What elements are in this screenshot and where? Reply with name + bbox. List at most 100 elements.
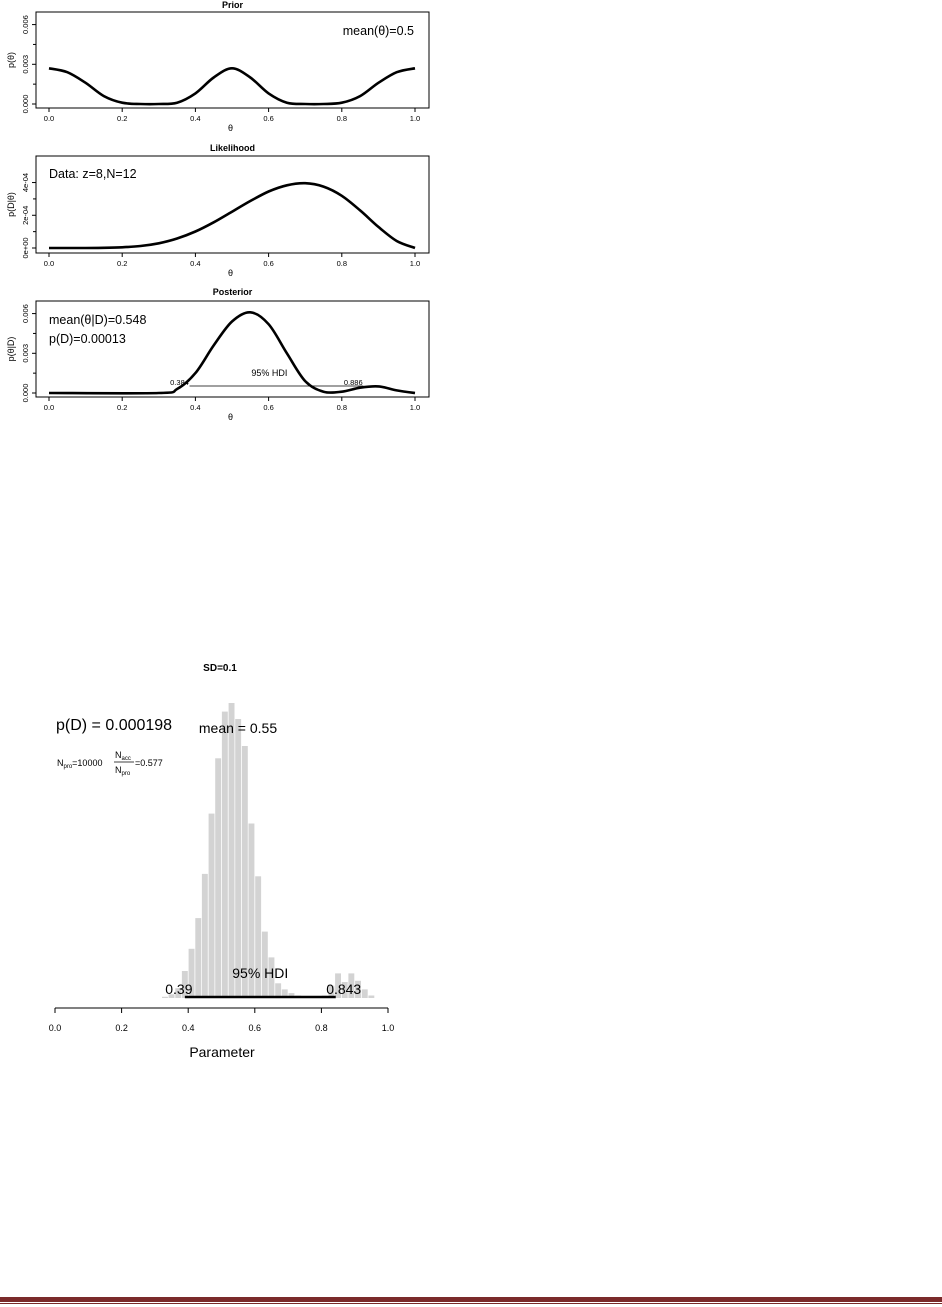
- histogram-bar: [288, 993, 295, 998]
- histogram-bar: [348, 973, 355, 998]
- panel-likelihood: Likelihood 0.0 0.2 0.4 0.6 0.8 1.0 θ 0e+00 2e-04 4…: [6, 143, 430, 278]
- y-tick-label: 0.000: [21, 95, 30, 114]
- x-tick-label: 0.8: [337, 259, 347, 268]
- histogram-bar: [328, 985, 335, 998]
- x-tick-label: 0.2: [117, 403, 127, 412]
- plot-frame: [35, 11, 430, 109]
- y-tick-label: 0.003: [21, 344, 30, 363]
- mean-annotation: mean = 0.55: [199, 720, 277, 736]
- panel-annotation: Data: z=8,N=12: [49, 167, 137, 181]
- npro-annotation: Npro=10000: [57, 758, 102, 770]
- histogram-bar: [255, 876, 262, 998]
- fraction-numerator: Nacc: [115, 750, 131, 762]
- panel-posterior: Posterior 0.0 0.2 0.4 0.6 0.8 1.0 θ 0.000 0.003 0.…: [6, 287, 430, 422]
- footer-line: [0, 1303, 942, 1304]
- x-tick-label: 0.8: [315, 1023, 328, 1033]
- hdi-low-label: 0.384: [170, 378, 189, 387]
- x-axis-label: θ: [228, 268, 233, 278]
- density-curve: [49, 181, 416, 250]
- panel-histogram: SD=0.1 95% HDI 0.39 0.843 0.0 0.2 0.4 0.6 0.8 1.0…: [49, 663, 395, 1060]
- hdi-label: 95% HDI: [251, 368, 287, 378]
- y-tick-label: 0.000: [21, 384, 30, 403]
- histogram-bar: [355, 980, 361, 998]
- x-tick-label: 0.0: [49, 1023, 62, 1033]
- x-tick-label: 0.6: [263, 259, 273, 268]
- y-tick-label: 2e-04: [21, 206, 30, 225]
- histogram-bar: [261, 931, 268, 998]
- panel-prior: Prior 0.0 0.2 0.4 0.6 0.8 1.0 θ 0.000 0.003 0.006 p…: [6, 0, 430, 133]
- chart-title: Likelihood: [210, 143, 255, 153]
- x-tick-label: 1.0: [410, 259, 420, 268]
- pd-annotation: p(D) = 0.000198: [56, 717, 172, 734]
- x-tick-label: 1.0: [410, 114, 420, 123]
- chart-title: SD=0.1: [203, 663, 237, 674]
- histogram-bar: [228, 703, 235, 998]
- histogram-bar: [208, 813, 215, 998]
- x-axis-label: θ: [228, 412, 233, 422]
- plot-frame: [35, 155, 430, 254]
- histogram-bar: [168, 994, 175, 998]
- histogram-bar: [361, 989, 368, 998]
- x-tick-label: 0.6: [249, 1023, 262, 1033]
- x-tick-label: 1.0: [382, 1023, 395, 1033]
- y-tick-label: 0.006: [21, 15, 30, 34]
- fraction-denominator: Npro: [115, 765, 131, 777]
- x-tick-label: 0.2: [117, 259, 127, 268]
- x-tick-label: 0.4: [182, 1023, 195, 1033]
- y-axis-label: p(θ|D): [6, 337, 16, 362]
- panel-annotation: mean(θ|D)=0.548: [49, 313, 146, 327]
- histogram-bar: [201, 873, 208, 998]
- x-tick-label: 0.8: [337, 114, 347, 123]
- x-tick-label: 0.4: [190, 403, 200, 412]
- x-tick-label: 1.0: [410, 403, 420, 412]
- x-tick-label: 0.4: [190, 114, 200, 123]
- panel-annotation: mean(θ)=0.5: [343, 24, 414, 38]
- hdi-low-label: 0.39: [165, 981, 192, 997]
- y-tick-label: 0.006: [21, 304, 30, 323]
- fraction-value: =0.577: [135, 758, 163, 768]
- histogram-bar: [195, 918, 202, 998]
- x-tick-label: 0.2: [115, 1023, 128, 1033]
- histogram-bar: [175, 988, 182, 998]
- y-tick-label: 0e+00: [21, 237, 30, 258]
- x-tick-label: 0.0: [44, 403, 54, 412]
- histogram-bar: [368, 995, 375, 998]
- x-tick-label: 0.0: [44, 114, 54, 123]
- footer-bar: [0, 1297, 942, 1302]
- x-tick-label: 0.8: [337, 403, 347, 412]
- histogram-bar: [181, 971, 188, 998]
- x-tick-label: 0.6: [263, 114, 273, 123]
- density-curve: [48, 310, 416, 395]
- hdi-high-label: 0.843: [326, 981, 361, 997]
- x-tick-label: 0.6: [263, 403, 273, 412]
- histogram-bar: [341, 982, 348, 998]
- histogram-bar: [188, 948, 195, 998]
- histogram-bar: [215, 758, 222, 998]
- y-tick-label: 0.003: [21, 55, 30, 74]
- hdi-label: 95% HDI: [232, 965, 288, 981]
- hdi-high-label: 0.886: [344, 378, 363, 387]
- histogram-bar: [235, 719, 242, 998]
- plot-frame: [35, 300, 430, 398]
- x-axis-label: Parameter: [189, 1044, 255, 1060]
- histogram-bar: [241, 746, 248, 998]
- x-tick-label: 0.0: [44, 259, 54, 268]
- histogram-bar: [221, 711, 228, 998]
- x-axis-label: θ: [228, 123, 233, 133]
- histogram-bar: [335, 973, 341, 998]
- x-tick-label: 0.4: [190, 259, 200, 268]
- histogram-bar: [281, 989, 288, 998]
- y-tick-label: 4e-04: [21, 173, 30, 192]
- chart-title: Prior: [222, 0, 244, 10]
- histogram-bar: [268, 957, 275, 998]
- y-axis-label: p(θ): [6, 52, 16, 68]
- density-curve: [48, 67, 416, 106]
- histogram-bar: [275, 983, 282, 999]
- chart-title: Posterior: [213, 287, 253, 297]
- histogram-bar: [248, 823, 255, 998]
- histogram-bar: [162, 996, 168, 998]
- panel-annotation: p(D)=0.00013: [49, 332, 126, 346]
- x-tick-label: 0.2: [117, 114, 127, 123]
- y-axis-label: p(D|θ): [6, 192, 16, 217]
